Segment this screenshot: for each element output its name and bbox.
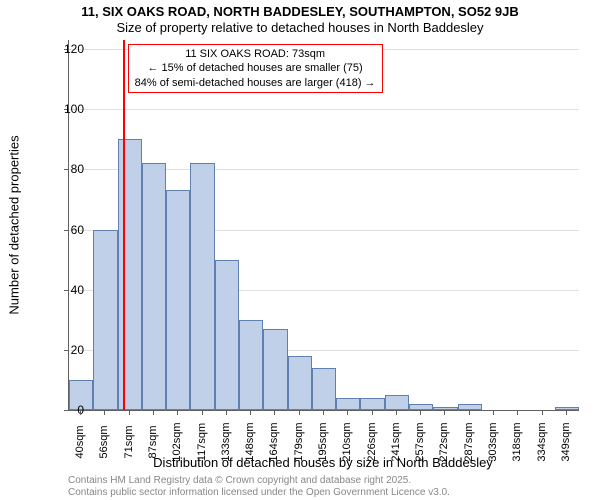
y-axis-label: Number of detached properties xyxy=(7,135,22,314)
xtick-mark xyxy=(396,410,397,415)
xtick-mark xyxy=(420,410,421,415)
xtick-mark xyxy=(372,410,373,415)
histogram-bar xyxy=(555,407,579,410)
xtick-mark xyxy=(153,410,154,415)
attribution-text: Contains HM Land Registry data © Crown c… xyxy=(68,475,450,499)
xtick-mark xyxy=(274,410,275,415)
xtick-mark xyxy=(469,410,470,415)
xtick-mark xyxy=(226,410,227,415)
histogram-bar xyxy=(360,398,384,410)
xtick-mark xyxy=(566,410,567,415)
histogram-bar xyxy=(433,407,457,410)
xtick-mark xyxy=(493,410,494,415)
histogram-bar xyxy=(458,404,482,410)
xtick-mark xyxy=(104,410,105,415)
xtick-label: 56sqm xyxy=(98,425,110,458)
attribution-line2: Contains public sector information licen… xyxy=(68,487,450,499)
x-axis-label: Distribution of detached houses by size … xyxy=(68,455,578,470)
ytick-label: 0 xyxy=(24,403,84,417)
ytick-label: 40 xyxy=(24,283,84,297)
chart-title-sub: Size of property relative to detached ho… xyxy=(0,20,600,35)
histogram-bar xyxy=(288,356,312,410)
xtick-mark xyxy=(177,410,178,415)
histogram-bar xyxy=(215,260,239,410)
histogram-bar xyxy=(190,163,214,410)
gridline xyxy=(69,109,579,110)
ytick-label: 100 xyxy=(24,102,84,116)
xtick-mark xyxy=(202,410,203,415)
histogram-bar xyxy=(312,368,336,410)
annotation-box: 11 SIX OAKS ROAD: 73sqm← 15% of detached… xyxy=(128,44,383,93)
histogram-bar xyxy=(142,163,166,410)
chart-container: 11, SIX OAKS ROAD, NORTH BADDESLEY, SOUT… xyxy=(0,0,600,500)
histogram-bar xyxy=(93,230,117,410)
attribution-line1: Contains HM Land Registry data © Crown c… xyxy=(68,475,450,487)
xtick-mark xyxy=(347,410,348,415)
ytick-label: 20 xyxy=(24,343,84,357)
ytick-label: 60 xyxy=(24,223,84,237)
xtick-mark xyxy=(129,410,130,415)
annotation-line: 11 SIX OAKS ROAD: 73sqm xyxy=(135,47,376,61)
xtick-label: 87sqm xyxy=(147,425,159,458)
xtick-mark xyxy=(250,410,251,415)
histogram-bar xyxy=(239,320,263,410)
annotation-line: ← 15% of detached houses are smaller (75… xyxy=(135,61,376,75)
reference-line xyxy=(123,40,125,410)
xtick-mark xyxy=(299,410,300,415)
xtick-mark xyxy=(323,410,324,415)
histogram-bar xyxy=(385,395,409,410)
xtick-mark xyxy=(80,410,81,415)
histogram-bar xyxy=(263,329,287,410)
histogram-bar xyxy=(166,190,190,410)
histogram-bar xyxy=(409,404,433,410)
histogram-bar xyxy=(336,398,360,410)
xtick-mark xyxy=(517,410,518,415)
xtick-mark xyxy=(542,410,543,415)
chart-title-main: 11, SIX OAKS ROAD, NORTH BADDESLEY, SOUT… xyxy=(0,4,600,19)
histogram-bar xyxy=(118,139,142,410)
xtick-label: 71sqm xyxy=(123,425,135,458)
ytick-label: 80 xyxy=(24,162,84,176)
ytick-label: 120 xyxy=(24,42,84,56)
xtick-mark xyxy=(444,410,445,415)
annotation-line: 84% of semi-detached houses are larger (… xyxy=(135,76,376,90)
xtick-label: 40sqm xyxy=(74,425,86,458)
plot-area: 11 SIX OAKS ROAD: 73sqm← 15% of detached… xyxy=(68,40,579,411)
